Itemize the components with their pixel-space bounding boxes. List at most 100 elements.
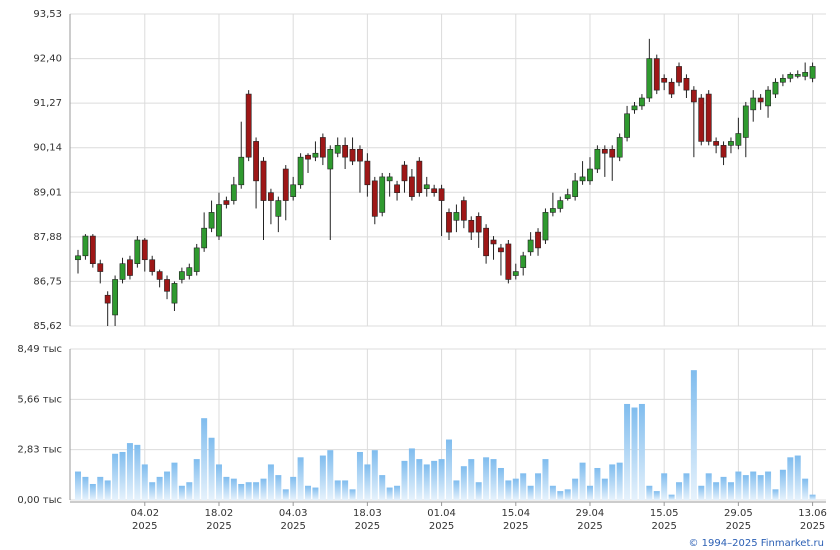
- x-tick-label: 15.05: [650, 508, 679, 519]
- volume-bar: [334, 480, 341, 500]
- volume-bar: [305, 485, 312, 500]
- x-tick-year: 2025: [726, 521, 751, 532]
- volume-bar: [319, 455, 326, 500]
- y-tick-label: 92,40: [33, 54, 62, 65]
- volume-bar: [735, 471, 742, 500]
- volume-bar: [527, 485, 534, 500]
- volume-bar: [342, 480, 349, 500]
- candle-body: [802, 72, 809, 77]
- volume-bar: [215, 464, 222, 500]
- candle-body: [104, 294, 111, 304]
- candle-body: [594, 148, 601, 170]
- x-tick-year: 2025: [132, 521, 157, 532]
- candle-body: [423, 184, 430, 190]
- volume-bar: [104, 480, 111, 500]
- candle-body: [268, 192, 274, 201]
- volume-bar: [416, 459, 423, 500]
- volume-bar: [594, 467, 601, 500]
- y-tick-label: 8,49 тыс: [17, 344, 62, 355]
- volume-bar: [238, 483, 245, 500]
- candle-body: [245, 93, 252, 158]
- volume-bar: [579, 462, 586, 500]
- candle-body: [757, 97, 764, 103]
- candle-body: [75, 255, 81, 261]
- volume-bar: [483, 457, 490, 500]
- y-tick-label: 2,83 тыс: [17, 445, 62, 456]
- candle-body: [290, 184, 297, 197]
- candle-body: [676, 66, 682, 83]
- candle-body: [97, 263, 104, 272]
- x-tick-year: 2025: [503, 521, 528, 532]
- candle-body: [260, 160, 267, 201]
- y-tick-label: 89,01: [33, 187, 62, 198]
- candle-body: [171, 283, 178, 304]
- x-tick-year: 2025: [651, 521, 676, 532]
- volume-bar: [683, 473, 690, 500]
- x-tick-label: 29.04: [576, 508, 605, 519]
- volume-bar: [149, 482, 156, 500]
- candle-body: [141, 239, 148, 261]
- volume-bar: [720, 476, 727, 500]
- volume-bar: [460, 466, 467, 500]
- volume-bar: [126, 443, 133, 500]
- x-tick-year: 2025: [800, 521, 825, 532]
- candle-body: [572, 180, 579, 197]
- y-tick-label: 85,62: [33, 321, 62, 332]
- x-tick-label: 29.05: [724, 508, 753, 519]
- candle-body: [728, 141, 734, 146]
- candle-body: [127, 259, 133, 276]
- candle-body: [305, 154, 311, 160]
- volume-bar: [676, 482, 683, 500]
- volume-bar: [112, 453, 119, 500]
- candle-body: [460, 200, 467, 221]
- volume-bar: [75, 471, 81, 500]
- candle-body: [661, 77, 668, 83]
- volume-bar: [638, 403, 645, 500]
- volume-bar: [705, 473, 712, 500]
- x-tick-year: 2025: [206, 521, 231, 532]
- volume-bar: [468, 459, 475, 500]
- candle-body: [238, 156, 245, 186]
- candle-body: [149, 259, 156, 272]
- volume-bar: [282, 489, 289, 500]
- candle-body: [357, 148, 363, 162]
- candle-body: [535, 231, 541, 249]
- volume-bar: [779, 469, 786, 500]
- volume-bar: [742, 475, 749, 500]
- volume-bar: [186, 482, 193, 500]
- candle-body: [765, 89, 771, 107]
- candle-body: [668, 81, 675, 95]
- volume-bar: [765, 471, 772, 500]
- candle-body: [772, 81, 779, 95]
- volume-bar: [230, 478, 237, 500]
- candle-body: [408, 176, 415, 197]
- candle-body: [498, 247, 504, 253]
- candle-body: [334, 145, 341, 154]
- candle-body: [631, 105, 638, 111]
- volume-bar: [698, 485, 705, 500]
- candle-body: [520, 255, 527, 268]
- candle-body: [416, 160, 423, 193]
- volume-bar: [535, 473, 542, 500]
- candle-body: [119, 263, 126, 280]
- candle-body: [193, 247, 200, 272]
- x-tick-year: 2025: [355, 521, 380, 532]
- candle-body: [216, 204, 222, 237]
- y-tick-label: 0,00 тыс: [17, 495, 62, 506]
- volume-bar: [327, 450, 334, 500]
- volume-bar: [446, 439, 452, 500]
- candle-body: [639, 97, 645, 107]
- volume-bar: [616, 462, 623, 500]
- volume-bar: [260, 478, 267, 500]
- volume-bar: [512, 478, 519, 500]
- candle-body: [505, 243, 512, 280]
- volume-bar: [802, 478, 809, 500]
- candle-body: [787, 74, 794, 79]
- candle-body: [542, 212, 549, 241]
- volume-bar: [727, 482, 734, 500]
- volume-bar: [809, 494, 816, 500]
- candle-body: [379, 176, 386, 213]
- y-tick-label: 87,88: [33, 232, 62, 243]
- candle-body: [386, 176, 393, 182]
